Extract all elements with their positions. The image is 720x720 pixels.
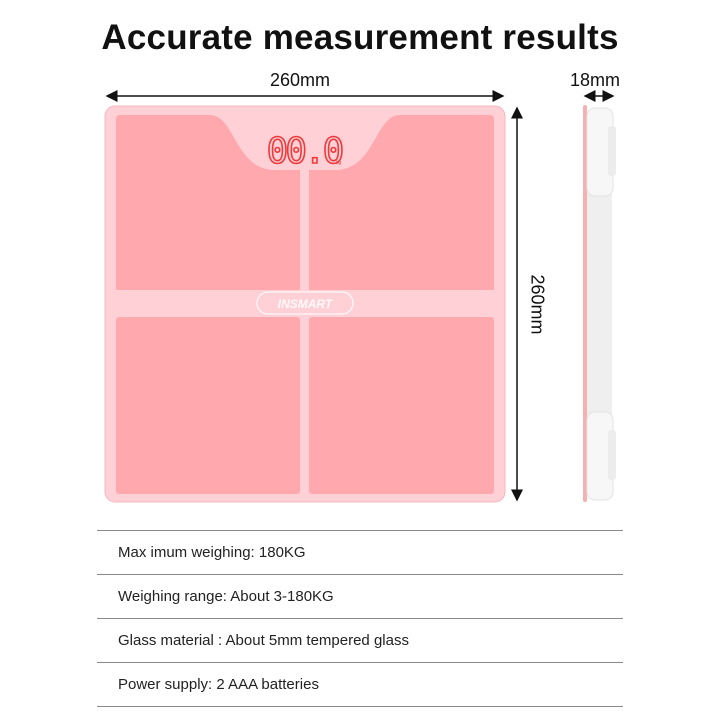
- unit-label: kg: [336, 160, 342, 166]
- thickness-label: 18mm: [570, 70, 621, 90]
- scale-side-body: [587, 190, 612, 418]
- length-label: 260mm: [527, 274, 548, 335]
- spec-row: Weighing range: About 3-180KG: [97, 574, 623, 618]
- scale-side-glass: [583, 105, 587, 502]
- spec-row: Max imum weighing: 180KG: [97, 530, 623, 574]
- spec-text: Max imum weighing: 180KG: [118, 544, 306, 561]
- foot-pad-bottom: [608, 430, 616, 480]
- brand-logo: INSMART: [278, 297, 334, 311]
- pad-top-right: [309, 115, 494, 290]
- spec-row: Glass material : About 5mm tempered glas…: [97, 618, 623, 662]
- weight-display: 00.0: [267, 131, 343, 172]
- divider: [97, 706, 623, 707]
- spec-text: Weighing range: About 3-180KG: [118, 588, 334, 605]
- width-label: 260mm: [270, 70, 331, 90]
- pad-top-left: [116, 115, 300, 290]
- pad-bottom-left: [116, 317, 300, 494]
- brand-badge: [256, 291, 354, 315]
- spec-text: Power supply: 2 AAA batteries: [118, 676, 319, 693]
- page-title: Accurate measurement results: [101, 18, 619, 57]
- pad-bottom-right: [309, 317, 494, 494]
- foot-pad-top: [608, 126, 616, 176]
- spec-text: Glass material : About 5mm tempered glas…: [118, 632, 409, 649]
- spec-row: Power supply: 2 AAA batteries: [97, 662, 623, 706]
